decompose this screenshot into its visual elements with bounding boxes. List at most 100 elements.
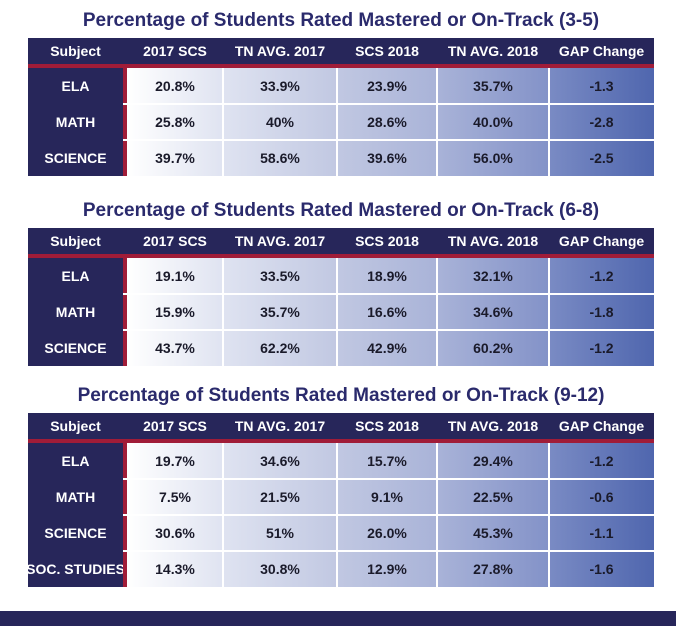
value-cell: 33.5% — [223, 258, 337, 294]
cell-divider — [436, 551, 438, 587]
column-header: SCS 2018 — [355, 233, 419, 249]
cell-divider — [222, 515, 224, 551]
column-header: GAP Change — [558, 43, 645, 59]
column-header: TN AVG. 2018 — [447, 418, 539, 434]
cell-divider — [222, 68, 224, 104]
row-divider — [123, 514, 654, 516]
row-divider — [123, 550, 654, 552]
cell-divider — [548, 140, 550, 176]
value-cell: 16.6% — [337, 294, 437, 330]
cell-divider — [336, 443, 338, 479]
value-cell: -1.2 — [549, 330, 654, 366]
table-row: MATH 7.5% 21.5% 9.1% 22.5% -0.6 — [28, 478, 654, 515]
value-cell: 15.7% — [337, 443, 437, 479]
value-cell: 35.7% — [437, 68, 549, 104]
value-cell: 7.5% — [127, 479, 223, 515]
table-title: Percentage of Students Rated Mastered or… — [77, 385, 605, 406]
accent-bar — [123, 443, 127, 479]
value-cell: 40% — [223, 104, 337, 140]
value-cell: 40.0% — [437, 104, 549, 140]
value-cell: -1.6 — [549, 551, 654, 587]
value-cell: 60.2% — [437, 330, 549, 366]
table-section: Percentage of Students Rated Mastered or… — [28, 8, 654, 176]
table-section: Percentage of Students Rated Mastered or… — [28, 198, 654, 366]
accent-bar — [123, 258, 127, 294]
column-header: TN AVG. 2018 — [447, 233, 539, 249]
column-header: TN AVG. 2017 — [234, 418, 326, 434]
table-row: ELA 20.8% 33.9% 23.9% 35.7% -1.3 — [28, 68, 654, 104]
value-cell: 34.6% — [223, 443, 337, 479]
subject-cell: SOC. STUDIES — [26, 551, 125, 587]
subject-cell: ELA — [28, 68, 123, 104]
table-row: SOC. STUDIES 14.3% 30.8% 12.9% 27.8% -1.6 — [26, 550, 654, 587]
column-header: 2017 SCS — [143, 233, 207, 249]
cell-divider — [336, 330, 338, 366]
table-header: Subject 2017 SCS TN AVG. 2017 SCS 2018 TN AV… — [28, 228, 654, 258]
value-cell: 25.8% — [127, 104, 223, 140]
table-row: ELA 19.7% 34.6% 15.7% 29.4% -1.2 — [28, 443, 654, 479]
subject-cell: ELA — [28, 258, 123, 294]
subject-cell: MATH — [28, 294, 123, 330]
value-cell: 32.1% — [437, 258, 549, 294]
subject-cell: ELA — [28, 443, 123, 479]
cell-divider — [336, 479, 338, 515]
value-cell: 29.4% — [437, 443, 549, 479]
subject-cell: SCIENCE — [28, 140, 123, 176]
cell-divider — [436, 515, 438, 551]
cell-divider — [548, 551, 550, 587]
cell-divider — [222, 258, 224, 294]
value-cell: 34.6% — [437, 294, 549, 330]
cell-divider — [222, 443, 224, 479]
value-cell: 35.7% — [223, 294, 337, 330]
table-row: MATH 25.8% 40% 28.6% 40.0% -2.8 — [28, 103, 654, 140]
value-cell: 22.5% — [437, 479, 549, 515]
data-table: Subject 2017 SCS TN AVG. 2017 SCS 2018 TN AV… — [26, 413, 654, 587]
table-row: SCIENCE 30.6% 51% 26.0% 45.3% -1.1 — [28, 514, 654, 551]
value-cell: 20.8% — [127, 68, 223, 104]
value-cell: 26.0% — [337, 515, 437, 551]
column-header: TN AVG. 2017 — [234, 43, 326, 59]
cell-divider — [436, 330, 438, 366]
value-cell: 43.7% — [127, 330, 223, 366]
footer-bar — [0, 611, 676, 626]
cell-divider — [436, 258, 438, 294]
value-cell: 39.7% — [127, 140, 223, 176]
cell-divider — [548, 479, 550, 515]
cell-divider — [548, 68, 550, 104]
column-header: Subject — [50, 418, 101, 434]
column-header: GAP Change — [558, 233, 645, 249]
table-row: SCIENCE 43.7% 62.2% 42.9% 60.2% -1.2 — [28, 329, 654, 366]
subject-cell: MATH — [28, 104, 123, 140]
cell-divider — [436, 140, 438, 176]
cell-divider — [222, 479, 224, 515]
subject-cell: SCIENCE — [28, 330, 123, 366]
cell-divider — [436, 294, 438, 330]
value-cell: 39.6% — [337, 140, 437, 176]
value-cell: 30.6% — [127, 515, 223, 551]
table-header: Subject 2017 SCS TN AVG. 2017 SCS 2018 TN AV… — [28, 38, 654, 68]
table-title: Percentage of Students Rated Mastered or… — [82, 200, 600, 221]
cell-divider — [222, 551, 224, 587]
value-cell: -2.8 — [549, 104, 654, 140]
accent-bar — [123, 294, 127, 330]
cell-divider — [436, 479, 438, 515]
cell-divider — [336, 140, 338, 176]
cell-divider — [436, 443, 438, 479]
value-cell: 23.9% — [337, 68, 437, 104]
accent-bar — [123, 551, 127, 587]
column-header: GAP Change — [558, 418, 645, 434]
value-cell: 19.7% — [127, 443, 223, 479]
value-cell: 28.6% — [337, 104, 437, 140]
value-cell: 56.0% — [437, 140, 549, 176]
value-cell: -1.8 — [549, 294, 654, 330]
cell-divider — [222, 294, 224, 330]
table-header: Subject 2017 SCS TN AVG. 2017 SCS 2018 TN AV… — [28, 413, 654, 443]
value-cell: 14.3% — [127, 551, 223, 587]
row-divider — [123, 293, 654, 295]
data-table: Subject 2017 SCS TN AVG. 2017 SCS 2018 TN AV… — [28, 38, 654, 176]
accent-bar — [123, 479, 127, 515]
value-cell: 42.9% — [337, 330, 437, 366]
value-cell: -1.3 — [549, 68, 654, 104]
cell-divider — [548, 294, 550, 330]
value-cell: 15.9% — [127, 294, 223, 330]
